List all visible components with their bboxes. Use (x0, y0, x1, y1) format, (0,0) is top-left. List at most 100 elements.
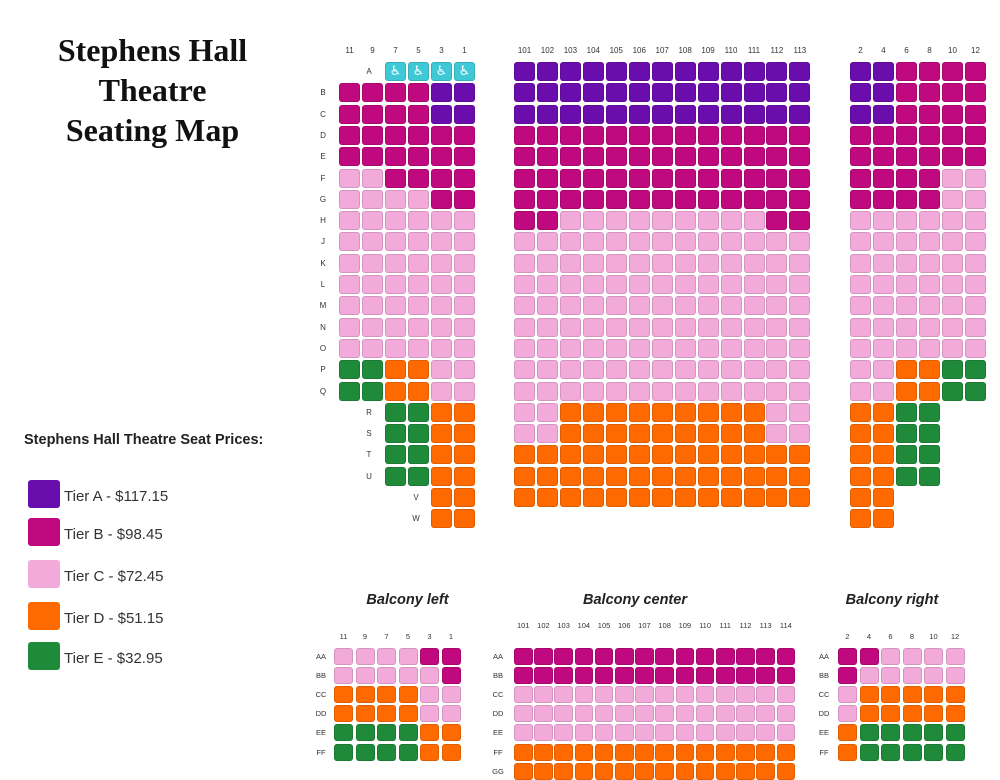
seat[interactable] (766, 296, 788, 316)
seat[interactable] (850, 62, 871, 81)
wheelchair-seat[interactable]: ♿ (454, 62, 475, 81)
seat[interactable] (605, 445, 627, 465)
seat[interactable] (789, 125, 811, 145)
seat[interactable] (716, 648, 735, 665)
seat[interactable] (582, 466, 604, 486)
seat[interactable] (582, 402, 604, 422)
seat[interactable] (398, 705, 418, 723)
seat[interactable] (514, 104, 535, 124)
seat[interactable] (965, 360, 986, 380)
seat[interactable] (942, 125, 963, 145)
seat[interactable] (743, 62, 765, 81)
seat[interactable] (695, 686, 715, 704)
seat[interactable] (582, 125, 604, 145)
seat[interactable] (896, 189, 917, 209)
seat[interactable] (454, 338, 475, 358)
seat[interactable] (651, 168, 673, 188)
seat[interactable] (651, 275, 673, 294)
seat[interactable] (743, 147, 765, 167)
seat[interactable] (942, 168, 963, 188)
seat[interactable] (675, 724, 695, 742)
seat[interactable] (635, 686, 654, 704)
seat[interactable] (534, 762, 553, 780)
seat[interactable] (697, 445, 719, 465)
seat[interactable] (559, 211, 581, 231)
seat[interactable] (574, 743, 594, 761)
seat[interactable] (743, 402, 765, 422)
seat[interactable] (385, 317, 406, 337)
seat[interactable] (594, 686, 614, 704)
seat[interactable] (431, 104, 452, 124)
seat[interactable] (919, 83, 940, 103)
seat[interactable] (924, 667, 943, 685)
seat[interactable] (385, 275, 406, 294)
wheelchair-seat[interactable]: ♿ (431, 62, 452, 81)
seat[interactable] (674, 360, 696, 380)
seat[interactable] (965, 104, 986, 124)
seat[interactable] (536, 360, 558, 380)
seat[interactable] (945, 743, 965, 761)
seat[interactable] (334, 686, 353, 704)
seat[interactable] (408, 253, 429, 273)
seat[interactable] (514, 317, 535, 337)
seat[interactable] (339, 253, 360, 273)
seat[interactable] (789, 189, 811, 209)
seat[interactable] (789, 147, 811, 167)
seat[interactable] (605, 83, 627, 103)
seat[interactable] (965, 147, 986, 167)
seat[interactable] (850, 104, 871, 124)
seat[interactable] (355, 686, 375, 704)
seat[interactable] (924, 724, 943, 742)
seat[interactable] (873, 232, 894, 252)
seat[interactable] (514, 211, 535, 231)
seat[interactable] (674, 338, 696, 358)
seat[interactable] (385, 402, 406, 422)
seat[interactable] (776, 648, 796, 665)
seat[interactable] (743, 381, 765, 401)
seat[interactable] (919, 275, 940, 294)
seat[interactable] (582, 488, 604, 507)
seat[interactable] (431, 317, 452, 337)
seat[interactable] (408, 125, 429, 145)
seat[interactable] (789, 445, 811, 465)
seat[interactable] (965, 83, 986, 103)
seat[interactable] (720, 296, 742, 316)
seat[interactable] (896, 232, 917, 252)
seat[interactable] (873, 360, 894, 380)
seat[interactable] (743, 275, 765, 294)
seat[interactable] (582, 317, 604, 337)
seat[interactable] (873, 275, 894, 294)
seat[interactable] (385, 147, 406, 167)
seat[interactable] (919, 125, 940, 145)
seat[interactable] (919, 445, 940, 465)
seat[interactable] (377, 686, 396, 704)
seat[interactable] (743, 211, 765, 231)
seat[interactable] (942, 381, 963, 401)
seat[interactable] (408, 83, 429, 103)
seat[interactable] (945, 686, 965, 704)
seat[interactable] (559, 360, 581, 380)
seat[interactable] (902, 667, 922, 685)
seat[interactable] (559, 104, 581, 124)
seat[interactable] (605, 402, 627, 422)
seat[interactable] (534, 724, 553, 742)
seat[interactable] (536, 253, 558, 273)
seat[interactable] (919, 62, 940, 81)
seat[interactable] (766, 338, 788, 358)
seat[interactable] (675, 686, 695, 704)
seat[interactable] (339, 317, 360, 337)
seat[interactable] (514, 275, 535, 294)
seat[interactable] (789, 296, 811, 316)
seat[interactable] (605, 275, 627, 294)
seat[interactable] (377, 724, 396, 742)
seat[interactable] (838, 705, 857, 723)
seat[interactable] (743, 466, 765, 486)
seat[interactable] (635, 762, 654, 780)
seat[interactable] (720, 445, 742, 465)
seat[interactable] (582, 381, 604, 401)
seat[interactable] (720, 338, 742, 358)
seat[interactable] (965, 275, 986, 294)
seat[interactable] (408, 402, 429, 422)
seat[interactable] (334, 743, 353, 761)
seat[interactable] (377, 743, 396, 761)
